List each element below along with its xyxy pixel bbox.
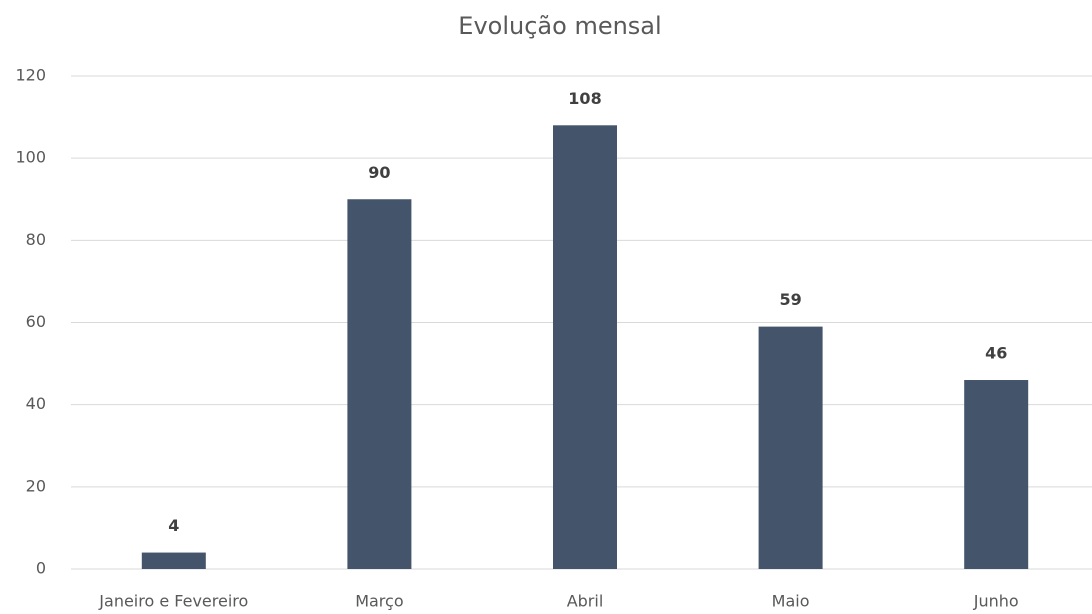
y-tick-label: 40 <box>26 394 46 413</box>
x-tick-label: Janeiro e Fevereiro <box>98 592 248 611</box>
chart-title: Evolução mensal <box>458 12 661 40</box>
x-tick-label: Maio <box>772 592 810 611</box>
x-tick-label: Março <box>355 592 403 611</box>
data-label: 4 <box>168 516 179 535</box>
x-tick-label: Abril <box>567 592 604 611</box>
bar <box>758 326 823 569</box>
y-tick-label: 120 <box>15 66 46 85</box>
data-label: 108 <box>568 89 601 108</box>
y-tick-label: 0 <box>36 559 46 578</box>
y-tick-label: 100 <box>15 148 46 167</box>
data-label: 59 <box>779 290 801 309</box>
y-tick-label: 20 <box>26 476 46 495</box>
data-label: 90 <box>368 163 390 182</box>
bar <box>553 125 617 570</box>
bar <box>141 552 206 569</box>
y-tick-label: 80 <box>26 230 46 249</box>
y-tick-label: 60 <box>26 312 46 331</box>
bar <box>347 199 412 569</box>
bar <box>964 380 1029 569</box>
x-tick-label: Junho <box>973 592 1019 611</box>
data-label: 46 <box>985 344 1007 363</box>
